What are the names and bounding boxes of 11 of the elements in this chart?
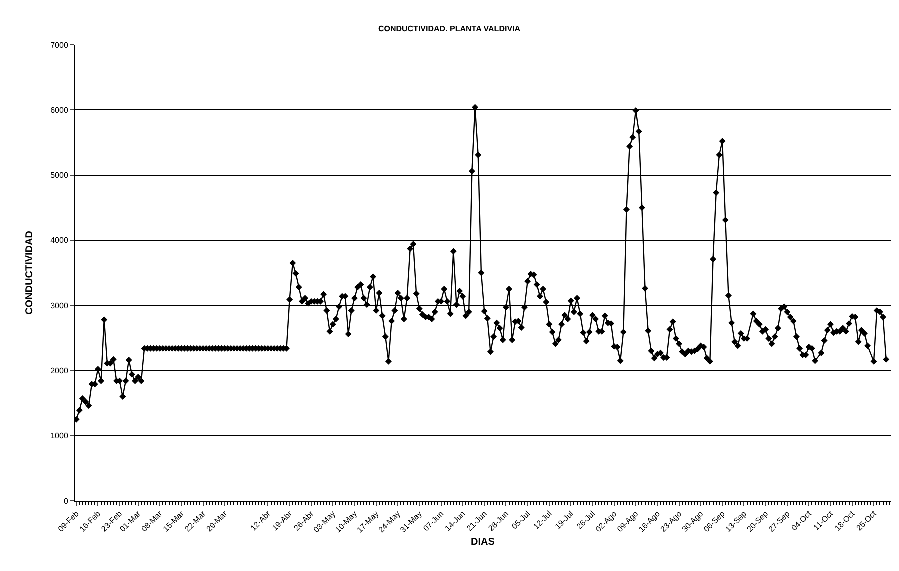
y-tick-label: 5000 bbox=[50, 171, 69, 180]
y-tick-label: 2000 bbox=[50, 366, 69, 376]
y-tick-label: 3000 bbox=[50, 301, 69, 310]
y-tick-label: 4000 bbox=[50, 236, 69, 246]
y-tick-label: 6000 bbox=[50, 106, 69, 115]
x-axis-title: DIAS bbox=[471, 537, 496, 548]
y-tick-label: 0 bbox=[64, 496, 69, 506]
y-tick-label: 7000 bbox=[50, 40, 69, 50]
y-tick-label: 1000 bbox=[50, 432, 69, 441]
chart-title: CONDUCTIVIDAD. PLANTA VALDIVIA bbox=[378, 24, 521, 34]
y-axis-title: CONDUCTIVIDAD bbox=[24, 231, 36, 315]
